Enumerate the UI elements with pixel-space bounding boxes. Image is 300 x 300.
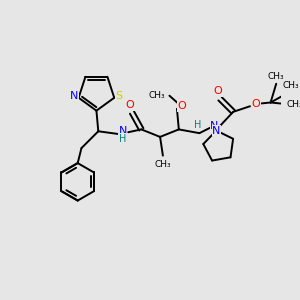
Text: N: N bbox=[118, 126, 127, 136]
Text: N: N bbox=[212, 126, 220, 136]
Text: O: O bbox=[126, 100, 134, 110]
Text: CH₃: CH₃ bbox=[154, 160, 171, 169]
Text: CH₃: CH₃ bbox=[283, 81, 299, 90]
Text: O: O bbox=[251, 99, 260, 110]
Text: O: O bbox=[177, 101, 186, 111]
Text: N: N bbox=[210, 121, 219, 131]
Text: S: S bbox=[116, 91, 122, 101]
Text: H: H bbox=[194, 120, 201, 130]
Text: CH₃: CH₃ bbox=[286, 100, 300, 109]
Text: CH₃: CH₃ bbox=[268, 72, 284, 81]
Text: N: N bbox=[70, 91, 78, 101]
Text: CH₃: CH₃ bbox=[148, 91, 165, 100]
Text: O: O bbox=[214, 86, 223, 96]
Text: H: H bbox=[119, 134, 126, 144]
